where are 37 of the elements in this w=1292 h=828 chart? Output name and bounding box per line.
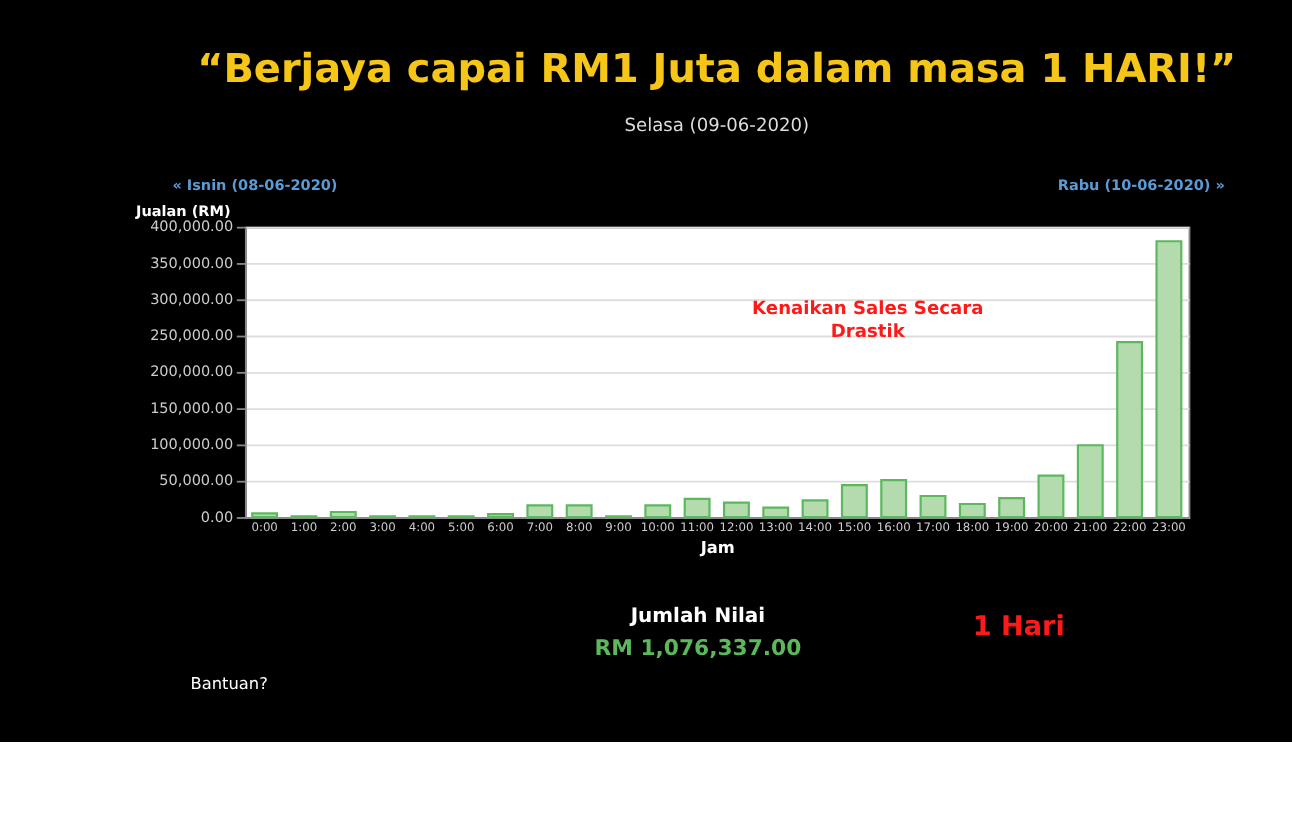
bar (722, 501, 750, 519)
chart-title: “Berjaya capai RM1 Juta dalam masa 1 HARI!” (197, 43, 1237, 92)
bar (1076, 444, 1104, 519)
y-tick-label: 50,000.00 (159, 471, 234, 490)
bar (1037, 474, 1065, 519)
bar (919, 494, 947, 519)
bar (1116, 341, 1144, 519)
annotation: Kenaikan Sales Secara Drastik (752, 299, 984, 344)
text: 1 Hari (972, 611, 1065, 644)
y-tick-label: 350,000.00 (150, 253, 234, 272)
y-axis-title: Jualan (RM) (134, 201, 231, 220)
bar (683, 497, 711, 519)
chart-subtitle: Selasa (09-06-2020) (624, 116, 810, 137)
bar (998, 497, 1026, 519)
bar (762, 506, 790, 519)
bar (644, 504, 672, 519)
y-tick-label: 200,000.00 (150, 362, 234, 381)
bar (1155, 240, 1183, 519)
y-tick-label: 100,000.00 (150, 435, 234, 454)
text: Rabu (10-06-2020) » (1057, 176, 1226, 195)
y-tick-label: 300,000.00 (150, 289, 234, 308)
bar (329, 510, 357, 519)
bar (880, 478, 908, 519)
y-tick-label: 0.00 (200, 507, 234, 526)
bar (565, 504, 593, 519)
text: Jumlah Nilai (628, 606, 766, 629)
y-tick-label: 150,000.00 (150, 398, 234, 417)
y-tick-label: 400,000.00 (150, 217, 234, 236)
x-axis-title: Jam (698, 537, 735, 558)
bar (958, 502, 986, 519)
text: RM 1,076,337.00 (594, 634, 803, 661)
bar (840, 484, 868, 519)
bar (801, 499, 829, 519)
text: Bantuan? (190, 673, 268, 694)
bar (526, 504, 554, 519)
y-tick-label: 250,000.00 (150, 326, 234, 345)
text: « Isnin (08-06-2020) (172, 176, 338, 195)
